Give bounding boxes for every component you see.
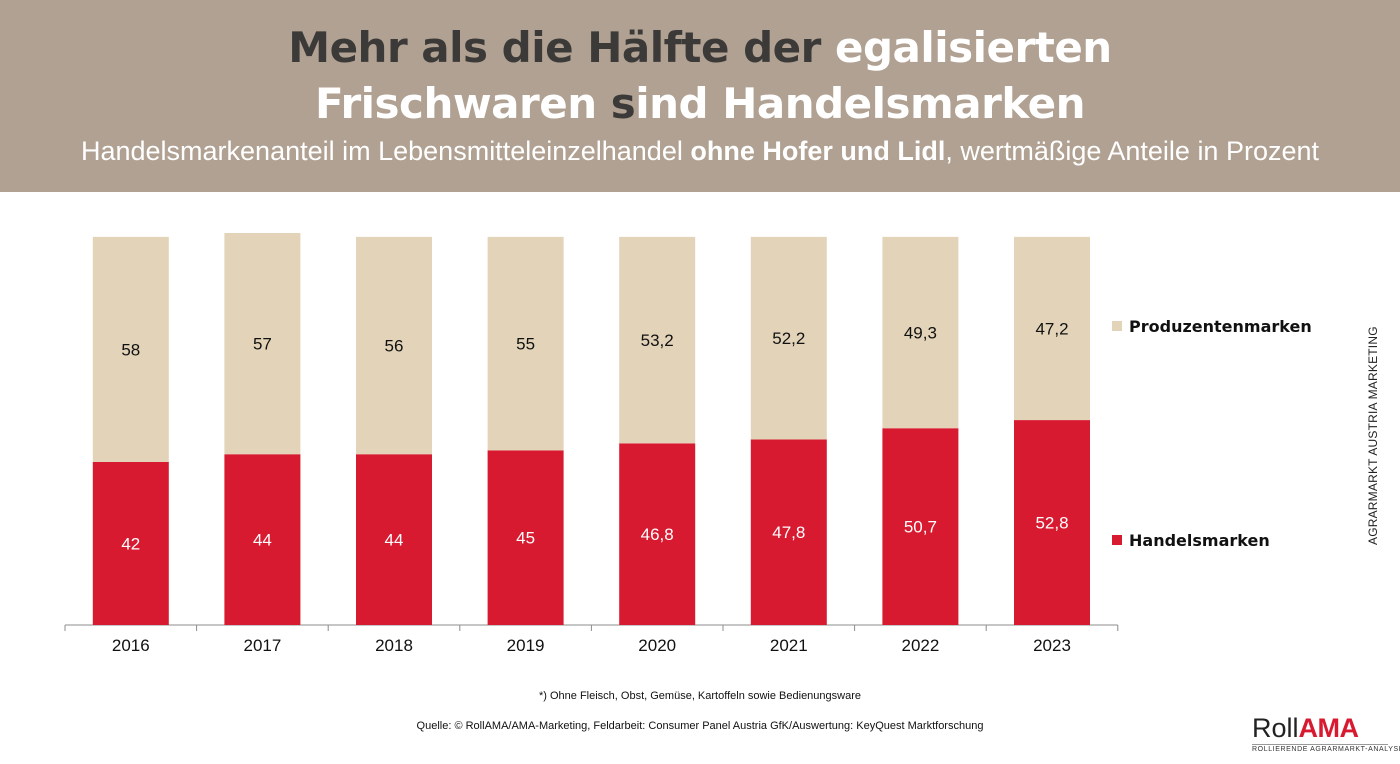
source-note: Quelle: © RollAMA/AMA-Marketing, Feldarb… xyxy=(416,720,984,732)
bar-handelsmarken-2019 xyxy=(487,450,564,625)
header-banner: Mehr als die Hälfte der egalisierten Fri… xyxy=(0,0,1400,192)
bar-produzentenmarken-2022 xyxy=(882,236,959,429)
bar-produzentenmarken-2016 xyxy=(92,236,169,462)
data-label-handelsmarken-2023: 52,8 xyxy=(1035,514,1068,533)
title-part-light: egalisierten xyxy=(834,23,1112,72)
bar-handelsmarken-2020 xyxy=(619,443,696,625)
title-part-dark: s xyxy=(610,79,636,128)
subtitle-bold: ohne Hofer und Lidl xyxy=(690,136,946,166)
legend-label-handelsmarken: Handelsmarken xyxy=(1129,531,1270,550)
bar-handelsmarken-2022 xyxy=(882,428,959,625)
data-label-handelsmarken-2017: 44 xyxy=(253,531,272,550)
data-label-handelsmarken-2016: 42 xyxy=(121,534,140,553)
title-part-dark: Mehr als die Hälfte der xyxy=(288,23,821,72)
data-label-handelsmarken-2018: 44 xyxy=(385,531,404,550)
legend-swatch-produzentenmarken xyxy=(1112,321,1122,331)
legend-label-produzentenmarken: Produzentenmarken xyxy=(1129,317,1312,336)
title-part-light: Frischwaren xyxy=(314,79,597,128)
data-label-produzentenmarken-2021: 52,2 xyxy=(772,329,805,348)
logo-tagline: ROLLIERENDE AGRARMARKT-ANALYSE xyxy=(1252,744,1400,753)
bar-produzentenmarken-2019 xyxy=(487,236,564,451)
subtitle-text-end: , wertmäßige Anteile in Prozent xyxy=(945,136,1320,166)
bar-produzentenmarken-2018 xyxy=(356,236,432,455)
logo-roll: Roll xyxy=(1252,713,1299,743)
data-label-handelsmarken-2020: 46,8 xyxy=(641,525,674,544)
data-label-handelsmarken-2022: 50,7 xyxy=(904,518,937,537)
x-tick-label-2023: 2023 xyxy=(1033,636,1071,655)
data-label-produzentenmarken-2018: 56 xyxy=(385,337,404,356)
x-tick-label-2018: 2018 xyxy=(375,636,413,655)
x-tick-label-2019: 2019 xyxy=(507,636,545,655)
legend-swatch-handelsmarken xyxy=(1112,535,1122,545)
bar-handelsmarken-2018 xyxy=(356,454,432,625)
title-line-1: Mehr als die Hälfte der egalisierten xyxy=(0,22,1400,74)
title-part-light: ind Handelsmarken xyxy=(635,79,1086,128)
data-label-handelsmarken-2019: 45 xyxy=(516,529,535,548)
title-line-2: Frischwaren sind Handelsmarken xyxy=(0,78,1400,130)
footnote: *) Ohne Fleisch, Obst, Gemüse, Kartoffel… xyxy=(538,690,861,702)
data-label-produzentenmarken-2016: 58 xyxy=(121,340,140,359)
x-tick-label-2017: 2017 xyxy=(243,636,281,655)
data-label-produzentenmarken-2023: 47,2 xyxy=(1035,319,1068,338)
data-label-produzentenmarken-2022: 49,3 xyxy=(904,324,937,343)
x-tick-label-2016: 2016 xyxy=(112,636,150,655)
data-label-produzentenmarken-2020: 53,2 xyxy=(641,331,674,350)
bar-handelsmarken-2021 xyxy=(750,439,827,625)
x-tick-label-2020: 2020 xyxy=(638,636,676,655)
bar-handelsmarken-2017 xyxy=(224,454,301,625)
bar-produzentenmarken-2020 xyxy=(619,236,696,444)
rollama-logo: RollAMA ROLLIERENDE AGRARMARKT-ANALYSE xyxy=(1252,713,1400,759)
x-tick-label-2022: 2022 xyxy=(901,636,939,655)
logo-wordmark: RollAMA xyxy=(1252,713,1392,743)
data-label-handelsmarken-2021: 47,8 xyxy=(772,523,805,542)
side-label: AGRARMARKT AUSTRIA MARKETING xyxy=(1366,326,1380,545)
data-label-produzentenmarken-2017: 57 xyxy=(253,335,272,354)
x-tick-label-2021: 2021 xyxy=(770,636,808,655)
bar-handelsmarken-2016 xyxy=(92,461,169,625)
bar-produzentenmarken-2017 xyxy=(224,233,301,455)
bar-handelsmarken-2023 xyxy=(1014,420,1090,625)
bar-produzentenmarken-2021 xyxy=(750,236,827,440)
logo-ama: AMA xyxy=(1298,713,1360,743)
data-label-produzentenmarken-2019: 55 xyxy=(516,335,535,354)
bar-produzentenmarken-2023 xyxy=(1014,236,1090,421)
subtitle-text: Handelsmarkenanteil im Lebensmitteleinze… xyxy=(80,136,691,166)
chart-subtitle: Handelsmarkenanteil im Lebensmitteleinze… xyxy=(0,136,1400,167)
